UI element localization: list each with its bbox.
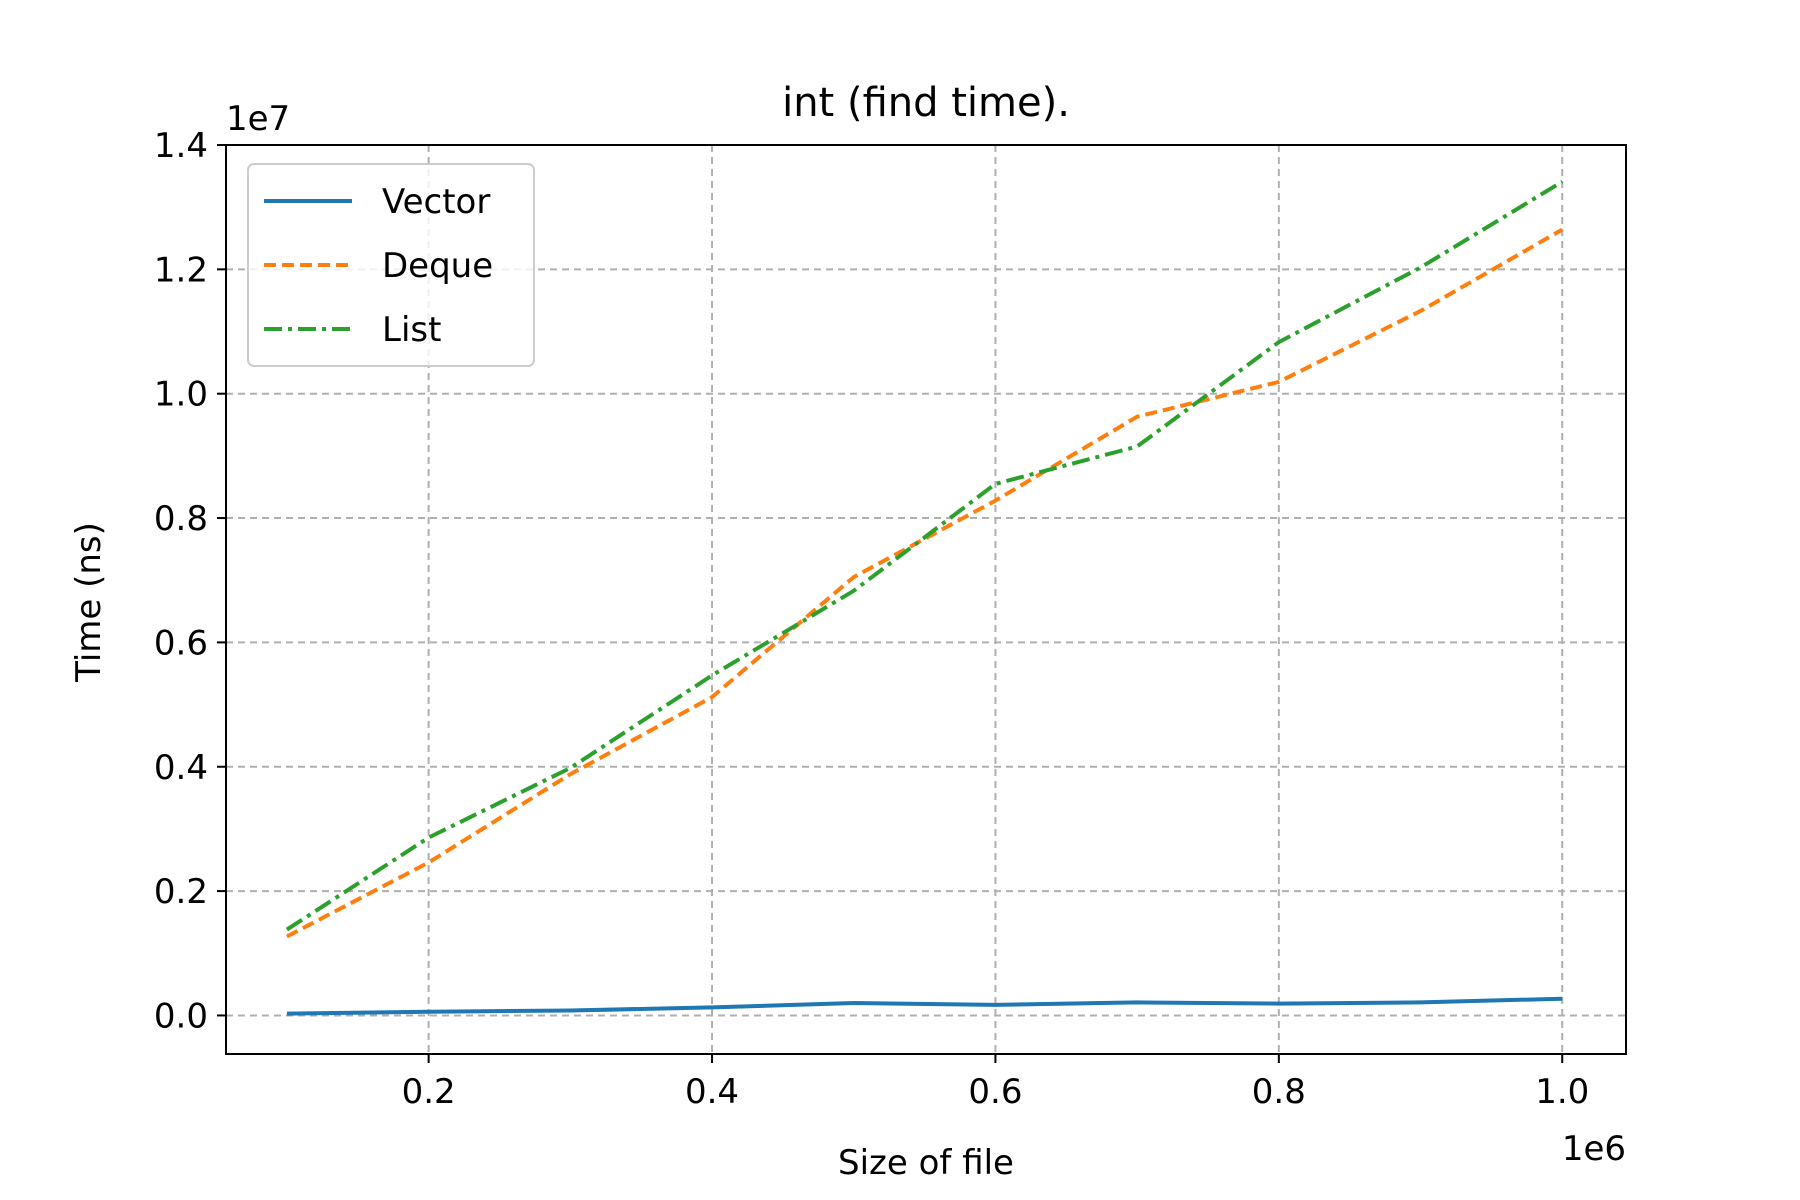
x-tick-label: 0.4 (685, 1072, 739, 1112)
legend-frame (247, 163, 535, 367)
y-tick-label: 1.0 (154, 375, 208, 415)
x-axis-label: Size of file (838, 1143, 1014, 1183)
x-axis-offset-label: 1e6 (1562, 1129, 1626, 1169)
series-line-vector (286, 996, 1563, 1016)
x-tick-label: 0.6 (968, 1072, 1022, 1112)
y-tick-label: 1.4 (154, 126, 208, 166)
chart-legend: Vector Deque List (247, 163, 535, 367)
y-tick-label: 0.4 (154, 748, 208, 788)
y-axis-ticks: 0.0 0.2 0.4 0.6 0.8 1.0 1.2 1.4 (154, 126, 226, 1036)
y-axis-offset-label: 1e7 (226, 99, 290, 139)
y-tick-label: 0.6 (154, 623, 208, 663)
y-tick-label: 0.2 (154, 872, 208, 912)
y-tick-label: 0.0 (154, 996, 208, 1036)
legend-label-vector: Vector (382, 182, 490, 222)
legend-items: Vector Deque List (264, 182, 493, 350)
series-line-deque (285, 227, 1564, 939)
chart-title: int (find time). (782, 80, 1070, 126)
x-axis-ticks: 0.2 0.4 0.6 0.8 1.0 (402, 1054, 1589, 1112)
x-tick-label: 0.2 (402, 1072, 456, 1112)
series-lines (285, 179, 1564, 1016)
grid-lines (226, 144, 1626, 1054)
y-tick-label: 0.8 (154, 499, 208, 539)
plot-area-frame (225, 144, 1627, 1055)
legend-label-deque: Deque (382, 246, 493, 286)
series-line-list (285, 179, 1564, 932)
y-tick-label: 1.2 (154, 250, 208, 290)
x-tick-label: 0.8 (1252, 1072, 1306, 1112)
x-tick-label: 1.0 (1535, 1072, 1589, 1112)
y-axis-label: Time (ns) (69, 522, 109, 683)
legend-label-list: List (382, 310, 441, 350)
